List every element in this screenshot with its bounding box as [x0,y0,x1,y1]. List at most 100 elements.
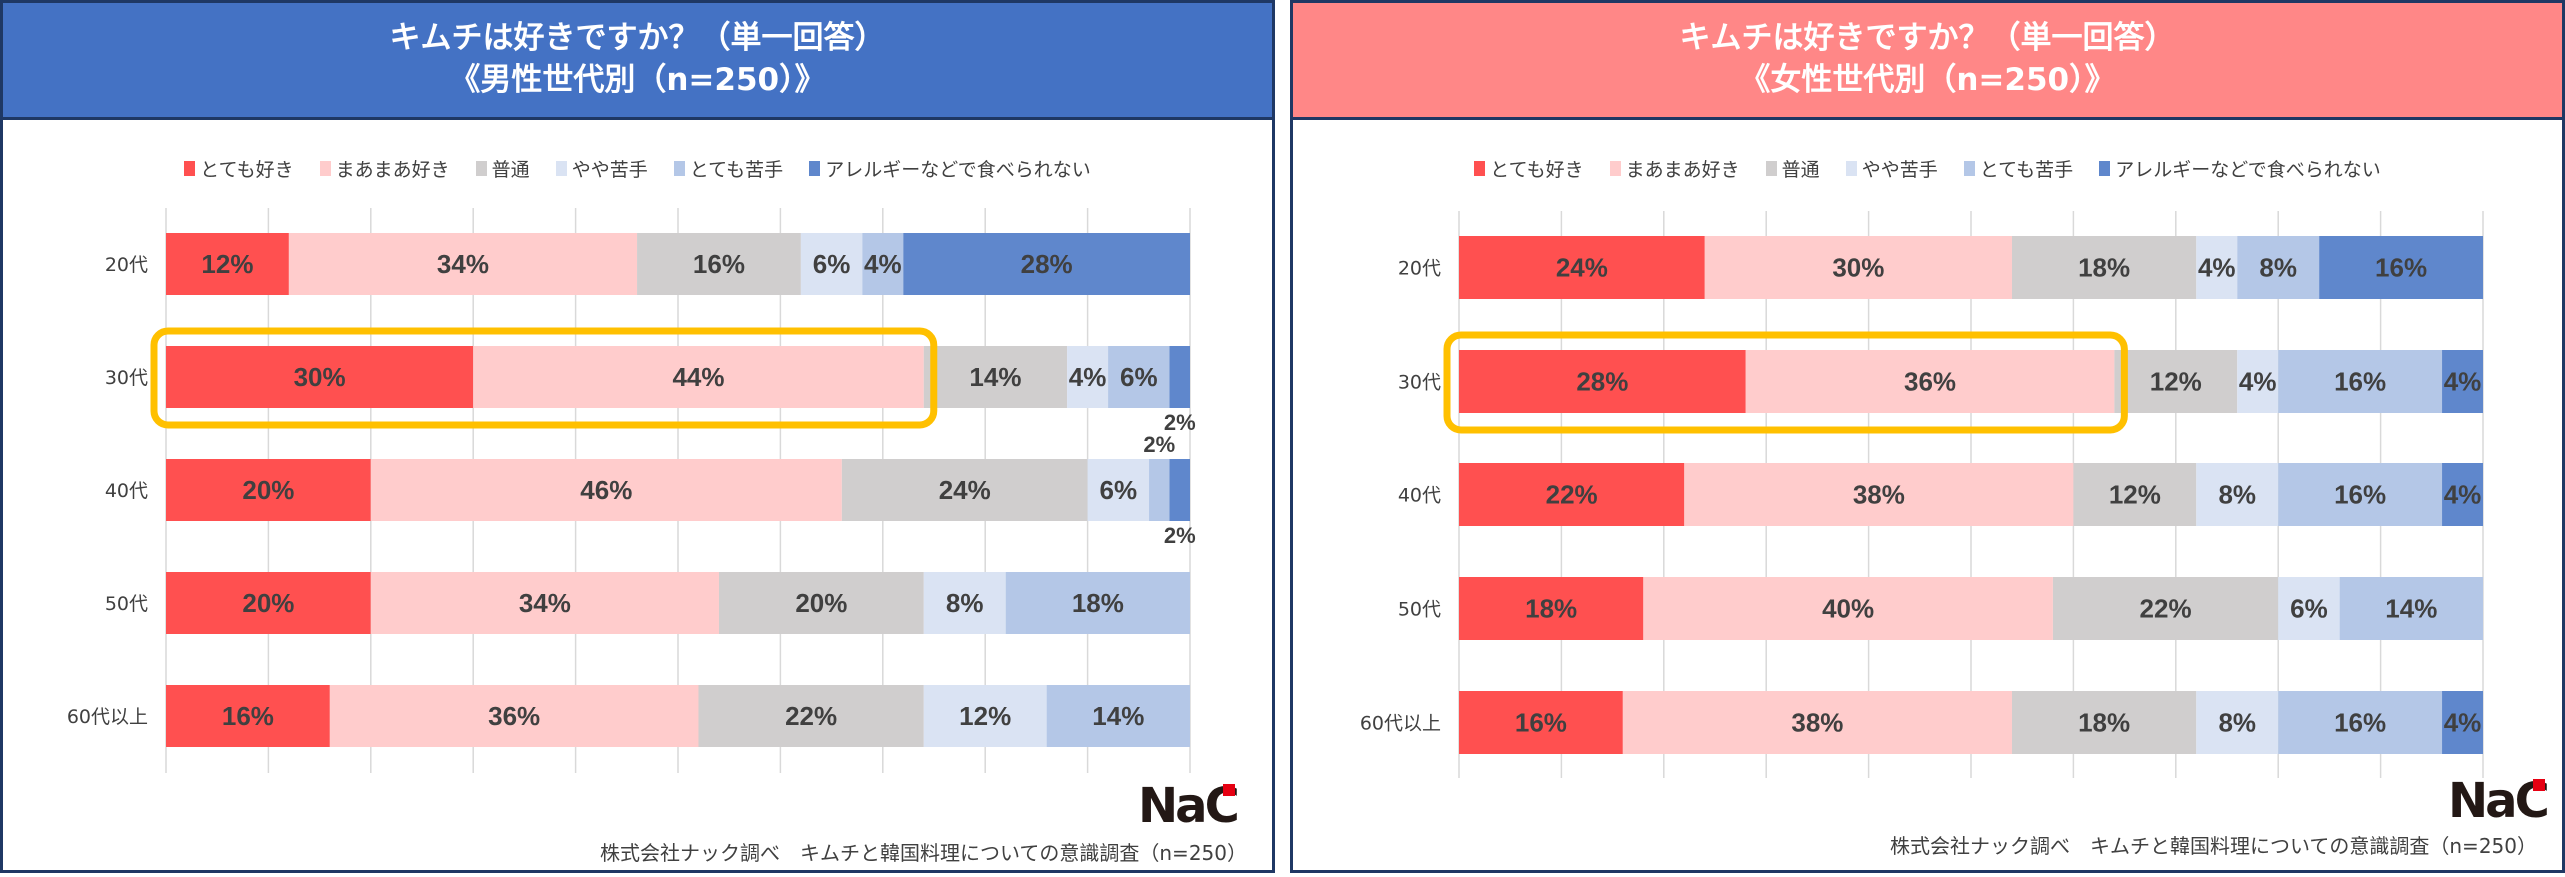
category-label: 60代以上 [67,706,148,728]
bar-segment [2237,350,2279,413]
chart-subtitle: 《男性世代別（n=250）》 [449,62,826,98]
data-label: 38% [1791,708,1843,738]
data-label: 16% [2334,367,2386,397]
data-label: 12% [2109,480,2161,510]
bar-segment [2442,463,2483,526]
data-label: 22% [785,701,837,731]
data-label: 12% [2150,367,2202,397]
data-label: 46% [580,475,632,505]
legend-swatch [809,161,821,176]
bar-segment [2278,691,2443,754]
bar-segment [1704,236,2012,299]
legend-swatch [1963,161,1975,176]
category-label: 50代 [1398,599,1441,621]
data-label: 22% [2140,594,2192,624]
data-label: 30% [1832,253,1884,283]
data-label: 14% [2385,594,2437,624]
data-label: 20% [242,588,294,618]
bar-segment [2196,236,2238,299]
data-label: 20% [795,588,847,618]
bar-segment [1459,577,1644,640]
data-label: 16% [2375,253,2427,283]
bar-segment [923,346,1068,408]
data-label: 36% [488,701,540,731]
source-footer: 株式会社ナック調べ キムチと韓国料理についての意識調査（n=250） [1889,834,2537,858]
bar-segment [1067,346,1109,408]
data-label: 8% [2218,708,2256,738]
bar-segment [2073,463,2197,526]
bar-segment [1643,577,2053,640]
chart-subtitle: 《女性世代別（n=250）》 [1739,62,2116,98]
bar-segment [800,233,863,295]
bar-segment [2114,350,2238,413]
bar-segment [329,685,699,747]
bar-segment [2278,463,2443,526]
legend-label: とても苦手 [689,159,784,181]
legend-label: とても苦手 [1979,159,2074,181]
bar-segment [2442,691,2483,754]
bar-segment [166,685,330,747]
data-label: 36% [1904,367,1956,397]
bar-segment [1046,685,1190,747]
data-label: 12% [959,701,1011,731]
legend-item: とても好き [1474,155,1584,182]
bar-segment [2278,350,2443,413]
bar-segment [288,233,638,295]
data-label: 4% [2198,253,2236,283]
data-label: 16% [693,249,745,279]
bar-segment [2196,691,2279,754]
bar-segment [2052,577,2279,640]
data-label: 18% [2078,708,2130,738]
legend-item: 普通 [1765,155,1820,182]
bar-segment [1169,346,1190,408]
category-label: 20代 [105,254,148,276]
data-label: 16% [2334,480,2386,510]
bar-segment [1149,459,1170,521]
data-label: 16% [1515,708,1567,738]
legend-swatch [319,161,331,176]
bar-segment [2011,691,2197,754]
data-label: 6% [2290,594,2328,624]
chart-title: キムチは好きですか？（単一回答） [389,20,886,56]
data-label: 38% [1853,480,1905,510]
bar-segment [1459,236,1705,299]
data-label: 20% [242,475,294,505]
bar-segment [166,572,371,634]
bar-segment [718,572,924,634]
data-label: 16% [2334,708,2386,738]
data-label: 22% [1546,480,1598,510]
data-label: 44% [672,362,724,392]
data-label: 4% [2444,480,2482,510]
bar-segment [473,346,924,408]
bar-segment [1459,463,1685,526]
legend-swatch [555,161,567,176]
legend-label: まあまあ好き [335,159,450,181]
bar-segment [2278,577,2340,640]
legend-swatch [1474,161,1486,176]
chart-header: キムチは好きですか？（単一回答） 《男性世代別（n=250）》 [3,3,1272,120]
data-label: 4% [2239,367,2277,397]
category-label: 20代 [1398,258,1441,280]
bar-segment [166,459,371,521]
source-footer: 株式会社ナック調べ キムチと韓国料理についての意識調査（n=250） [599,841,1247,865]
bar-chart: 20代 24% 30% 18% 4% 8% 16% 30代 28% 36% 12% 4% 16% 4% 40… [1360,211,2484,778]
data-label: 4% [2444,367,2482,397]
legend-label: まあまあ好き [1625,159,1740,181]
bar-segment [1169,459,1190,521]
highlight-box [150,327,938,429]
legend-item: やや苦手 [555,155,648,182]
nac-logo: NaC [1138,778,1240,834]
legend-label: 普通 [1781,159,1820,181]
male-chart-panel: キムチは好きですか？（単一回答） 《男性世代別（n=250）》 とても好き まあま… [0,0,1275,873]
bar-segment [2237,236,2320,299]
data-label: 34% [437,249,489,279]
bar-segment [923,685,1047,747]
data-label: 6% [813,249,851,279]
data-label: 28% [1576,367,1628,397]
bar-segment [2319,236,2483,299]
bar-segment [1005,572,1190,634]
category-label: 30代 [1398,372,1441,394]
legend-item: アレルギーなどで食べられない [2099,155,2381,182]
bar-segment [2339,577,2483,640]
data-label: 8% [2218,480,2256,510]
